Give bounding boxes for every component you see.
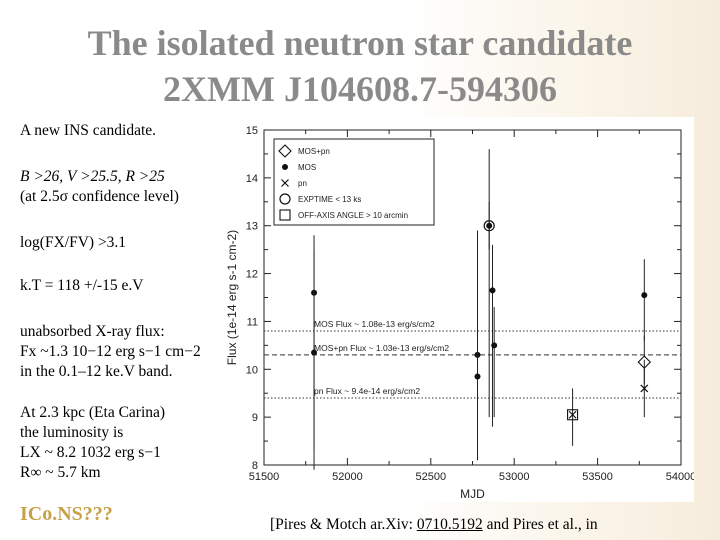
legend-label: EXPTIME < 13 ks	[298, 195, 361, 204]
reference-line-label: pn Flux ~ 9.4e-14 erg/s/cm2	[314, 386, 420, 396]
reference-line-label: MOS Flux ~ 1.08e-13 erg/s/cm2	[314, 319, 435, 329]
icons-label: ICo.NS???	[20, 503, 113, 525]
x-tick-label: 52000	[332, 471, 363, 483]
x-tick-label: 54000	[666, 471, 694, 483]
legend-marker-dot	[282, 164, 288, 170]
citation-prefix: [Pires & Motch ar.Xiv:	[270, 516, 417, 533]
data-point-dot	[311, 349, 318, 356]
data-point-dot	[491, 342, 498, 349]
citation-link[interactable]: 0710.5192	[416, 516, 483, 533]
legend-label: OFF-AXIS ANGLE > 10 arcmin	[298, 211, 408, 220]
light-curve-plot: 8 9 10 11 12 13 14 15 51500 52000 52500 53000 53500 5…	[211, 117, 694, 502]
y-tick-label: 11	[247, 316, 258, 328]
legend-label: MOS+pn	[298, 147, 330, 156]
optical-limits-values: B >26, V >25.5, R >25	[20, 168, 165, 185]
temperature-text: k.T = 118 +/-15 e.V	[20, 277, 144, 294]
x-tick-label: 53500	[582, 471, 613, 483]
light-curve-svg: 8 9 10 11 12 13 14 15 51500 52000 52500 53000 53500 5…	[211, 117, 694, 502]
xray-flux-value: Fx ~1.3 10−12 erg s−1 cm−2	[20, 343, 201, 360]
legend-marker-diamond	[278, 144, 292, 158]
data-point-dot	[486, 222, 493, 229]
data-point-dot	[474, 373, 481, 380]
luminosity-block: At 2.3 kpc (Eta Carina) the luminosity i…	[20, 403, 165, 483]
data-point-square	[567, 409, 579, 421]
y-tick-label: 14	[246, 173, 258, 185]
luminosity-line-1: At 2.3 kpc (Eta Carina)	[20, 404, 166, 421]
title-line-2: 2XMM J104608.7-594306	[163, 69, 557, 109]
luminosity-line-4: R∞ ~ 5.7 km	[20, 464, 101, 481]
y-tick-label: 10	[246, 364, 258, 376]
title-line-1: The isolated neutron star candidate	[87, 23, 633, 63]
data-point-cross	[640, 384, 649, 393]
luminosity-line-2: the luminosity is	[20, 424, 124, 441]
y-tick-label: 12	[246, 269, 258, 281]
x-tick-label: 53000	[499, 471, 530, 483]
x-tick-label: 52500	[416, 471, 447, 483]
y-axis-label: Flux (1e-14 erg s-1 cm-2)	[225, 230, 239, 365]
data-point-dot	[489, 287, 496, 294]
x-axis-label: MJD	[460, 487, 485, 501]
optical-limits-note: (at 2.5σ confidence level)	[20, 188, 179, 205]
data-point-dot	[641, 292, 648, 299]
data-point-cross	[568, 410, 577, 419]
y-tick-label: 15	[246, 125, 258, 137]
xray-flux-block: unabsorbed X-ray flux: Fx ~1.3 10−12 erg…	[20, 322, 201, 382]
x-tick-label: 51500	[249, 471, 280, 483]
xray-flux-title: unabsorbed X-ray flux:	[20, 323, 165, 340]
y-tick-label: 8	[252, 460, 258, 472]
legend-label: MOS	[298, 163, 316, 172]
legend-marker-ring	[279, 193, 291, 205]
y-tick-label: 13	[246, 221, 258, 233]
legend-label: pn	[298, 179, 307, 188]
reference-line-label: MOS+pn Flux ~ 1.03e-13 erg/s/cm2	[314, 343, 449, 353]
intro-text: A new INS candidate.	[20, 122, 157, 139]
y-tick-label: 9	[252, 412, 258, 424]
legend-marker-square	[279, 209, 291, 221]
citation: [Pires & Motch ar.Xiv: 0710.5192 and Pir…	[270, 516, 598, 534]
legend-marker-cross	[281, 179, 289, 187]
citation-suffix: and Pires et al., in	[482, 516, 598, 533]
xray-flux-band: in the 0.1–12 ke.V band.	[20, 363, 173, 380]
slide-title: The isolated neutron star candidate 2XMM…	[0, 20, 720, 112]
optical-limits: B >26, V >25.5, R >25 (at 2.5σ confidenc…	[20, 167, 179, 207]
flux-ratio-text: log(FX/FV) >3.1	[20, 234, 127, 251]
legend-box	[273, 138, 435, 226]
luminosity-line-3: LX ~ 8.2 1032 erg s−1	[20, 444, 161, 461]
